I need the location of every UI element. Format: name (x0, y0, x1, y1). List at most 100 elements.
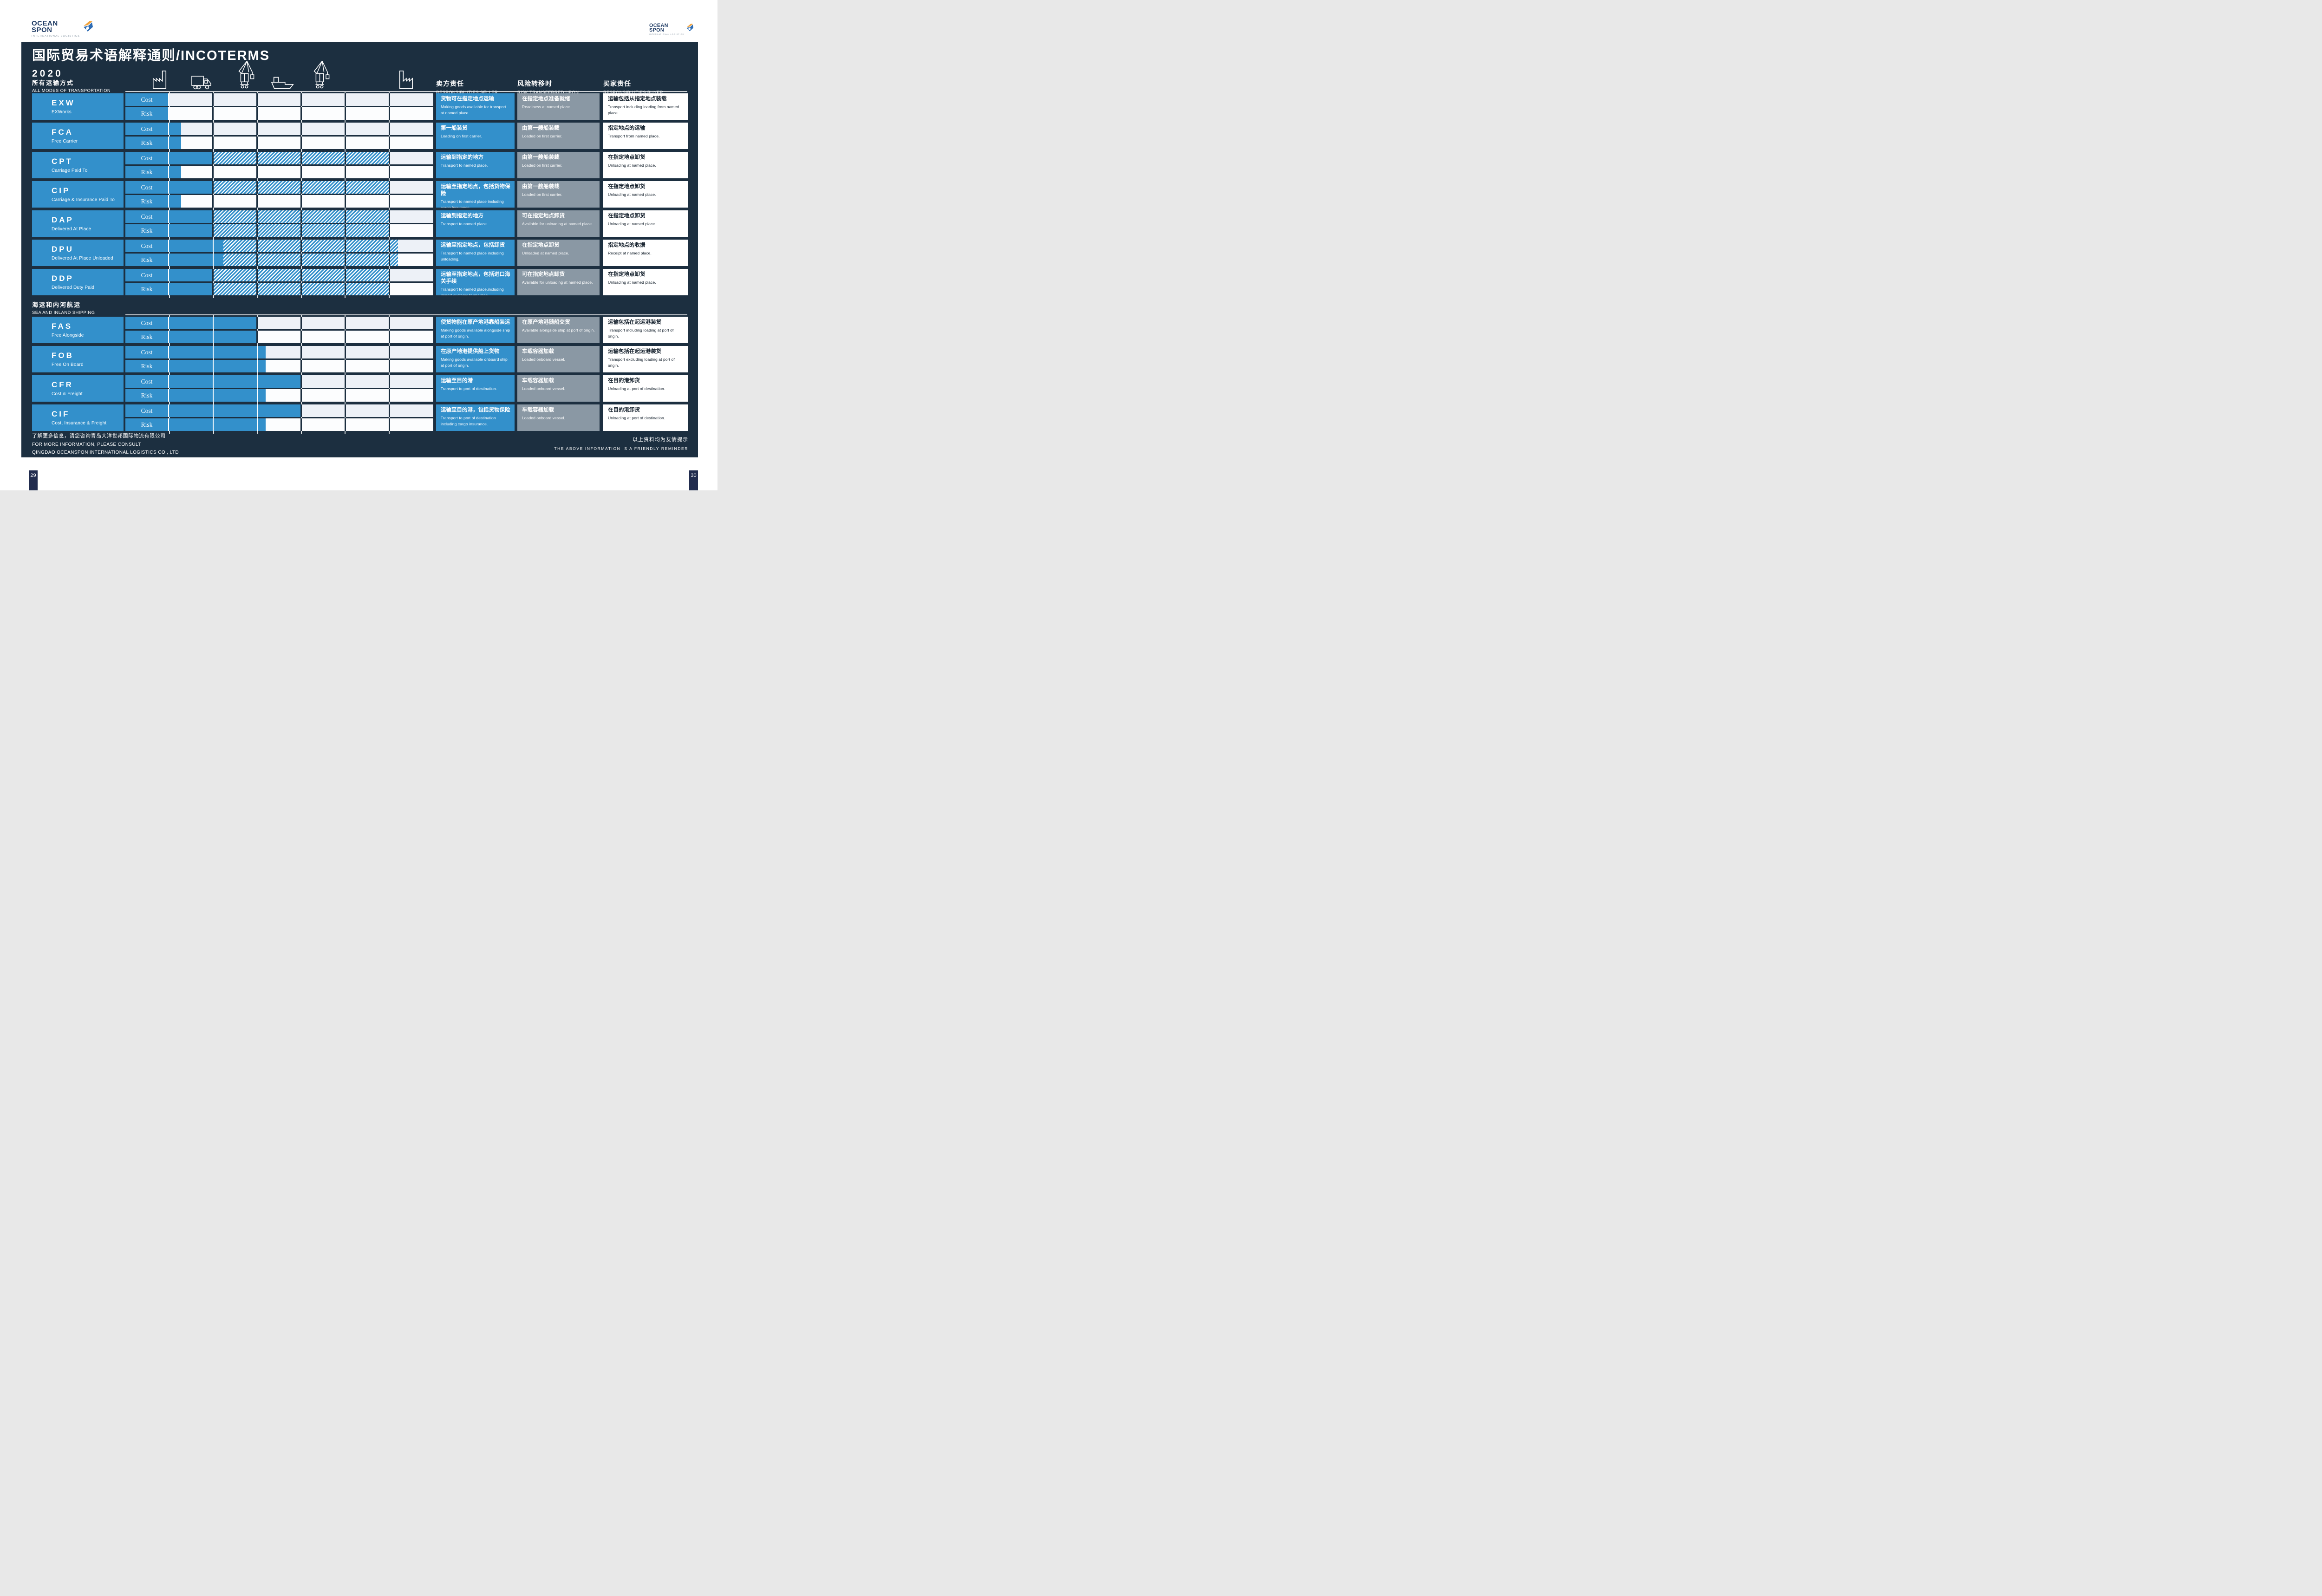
gridline (212, 93, 214, 106)
gridline (300, 93, 302, 106)
term-row-CIF: CIF Cost, Insurance & Freight Cost Risk 运输至目… (32, 404, 688, 431)
bar-track-cost (168, 346, 433, 358)
buyer-cell: 运输包括从指定地点装载 Transport including loading f… (603, 93, 688, 120)
gridline (388, 181, 390, 194)
bar-track-risk (168, 224, 433, 237)
gridline (256, 283, 258, 295)
bar-solid (169, 181, 214, 194)
buyer-cell: 指定地点的收据 Receipt at named place. (603, 240, 688, 266)
gridline (344, 375, 346, 388)
cost-row: Cost (125, 93, 433, 106)
brochure-page: OCEAN SPON INTERNATIONAL LOGISTICS OCEAN S… (0, 0, 717, 490)
cost-row: Cost (125, 269, 433, 281)
gridline (344, 240, 346, 252)
term-name: Delivered Duty Paid (52, 285, 95, 290)
term-code: CIF (52, 410, 70, 418)
risk-cell-en: Unloaded at named place. (522, 250, 569, 255)
bar-solid (169, 224, 214, 237)
crane-icon (310, 60, 330, 90)
gridline (256, 346, 258, 358)
gridline (388, 418, 390, 431)
seller-cell-en: Transport to port of destination. (441, 386, 497, 391)
buyer-cell-zh: 在指定地点卸货 (608, 184, 646, 189)
term-row-FAS: FAS Free Alongside Cost Risk 使货物能在原产地港靠船装运 Ma… (32, 317, 688, 343)
cost-label: Cost (125, 210, 168, 223)
gridline (388, 137, 390, 149)
gridline (212, 254, 214, 266)
gridline (388, 404, 390, 417)
gridline (344, 331, 346, 343)
gridline (344, 195, 346, 208)
cost-row: Cost (125, 210, 433, 223)
bar-track-risk (168, 389, 433, 402)
term-row-FOB: FOB Free On Board Cost Risk 在原产地港提供船上货物 Makin… (32, 346, 688, 372)
gridline (344, 346, 346, 358)
risk-cell: 在原产地港随船交货 Available alongside ship at por… (517, 317, 600, 343)
cost-row: Cost (125, 317, 433, 329)
gridline (256, 166, 258, 178)
seller-cell: 运输至目的港，包括货物保险 Transport to port of destin… (436, 404, 515, 431)
gridline (344, 283, 346, 295)
risk-cell: 在指定地点卸货 Unloaded at named place. (517, 240, 600, 266)
buyer-cell-en: Unloading at named place. (608, 163, 656, 168)
seller-cell: 运输至目的港 Transport to port of destination. (436, 375, 515, 402)
gridline (388, 360, 390, 372)
term-box: CFR Cost & Freight (32, 375, 124, 402)
risk-cell-en: Loaded on first carrier. (522, 192, 562, 197)
risk-cell-en: Available alongside ship at port of orig… (522, 327, 595, 332)
term-row-DPU: DPU Delivered At Place Unloaded Cost Risk 运输… (32, 240, 688, 266)
risk-cell-zh: 由第一艘船装载 (522, 184, 560, 189)
gridline (388, 254, 390, 266)
bar-solid (169, 283, 214, 295)
gridline (256, 195, 258, 208)
term-row-CFR: CFR Cost & Freight Cost Risk 运输至目的港 Transport… (32, 375, 688, 402)
bar-solid (169, 123, 181, 135)
gridline (212, 224, 214, 237)
factory-icon (398, 66, 414, 90)
buyer-cell-en: Transport including loading at port of o… (608, 327, 674, 339)
gridline (256, 224, 258, 237)
seller-cell-en: Making goods available alongside ship at… (441, 327, 510, 339)
page-title: 国际贸易术语解释通则/INCOTERMS 2020 (32, 45, 270, 79)
term-code: DAP (52, 215, 74, 224)
gridline (388, 152, 390, 164)
seller-cell: 运输到指定的地方 Transport to named place. (436, 152, 515, 178)
seller-cell-zh: 运输到指定的地方 (441, 155, 483, 160)
gridline (388, 389, 390, 402)
crane-icon (235, 60, 254, 90)
gridline (256, 181, 258, 194)
gridline (212, 346, 214, 358)
bar-track-risk (168, 418, 433, 431)
seller-cell-en: Loading on first carrier. (441, 133, 482, 138)
buyer-cell-en: Unloading at named place. (608, 280, 656, 285)
seller-cell: 货物可在指定地点运输 Making goods available for tra… (436, 93, 515, 120)
seller-cell-zh: 运输至指定地点，包括货物保险 (441, 184, 510, 196)
term-row-CIP: CIP Carriage & Insurance Paid To Cost Risk 运… (32, 181, 688, 208)
risk-cell-zh: 可在指定地点卸货 (522, 213, 565, 219)
bar-track-risk (168, 166, 433, 178)
buyer-cell-en: Unloading at port of destination. (608, 415, 665, 420)
bar-track-cost (168, 181, 433, 194)
buyer-cell: 在指定地点卸货 Unloading at named place. (603, 269, 688, 295)
risk-cell-zh: 由第一艘船装载 (522, 125, 560, 131)
seller-cell: 运输到指定的地方 Transport to named place. (436, 210, 515, 237)
bar-hatch (223, 254, 398, 266)
risk-cell-zh: 在指定地点卸货 (522, 242, 560, 248)
bar-track-cost (168, 404, 433, 417)
risk-row: Risk (125, 360, 433, 372)
gridline (300, 181, 302, 194)
term-box: CIF Cost, Insurance & Freight (32, 404, 124, 431)
risk-cell: 车载容器加载 Loaded onboard vessel. (517, 375, 600, 402)
term-box: DAP Delivered At Place (32, 210, 124, 237)
cost-label: Cost (125, 404, 168, 417)
risk-label: Risk (125, 331, 168, 343)
buyer-cell-zh: 在指定地点卸货 (608, 272, 646, 277)
risk-row: Risk (125, 283, 433, 295)
footer-contact: 了解更多信息，请您咨询青岛大洋世邦国际物流有限公司 FOR MORE INFOR… (32, 433, 179, 455)
risk-label: Risk (125, 224, 168, 237)
risk-row: Risk (125, 166, 433, 178)
buyer-cell-en: Unloading at named place. (608, 221, 656, 226)
bar-track-cost (168, 269, 433, 281)
risk-cell-zh: 可在指定地点卸货 (522, 272, 565, 277)
brand-logo: OCEAN SPON INTERNATIONAL LOGISTICS (32, 20, 94, 38)
